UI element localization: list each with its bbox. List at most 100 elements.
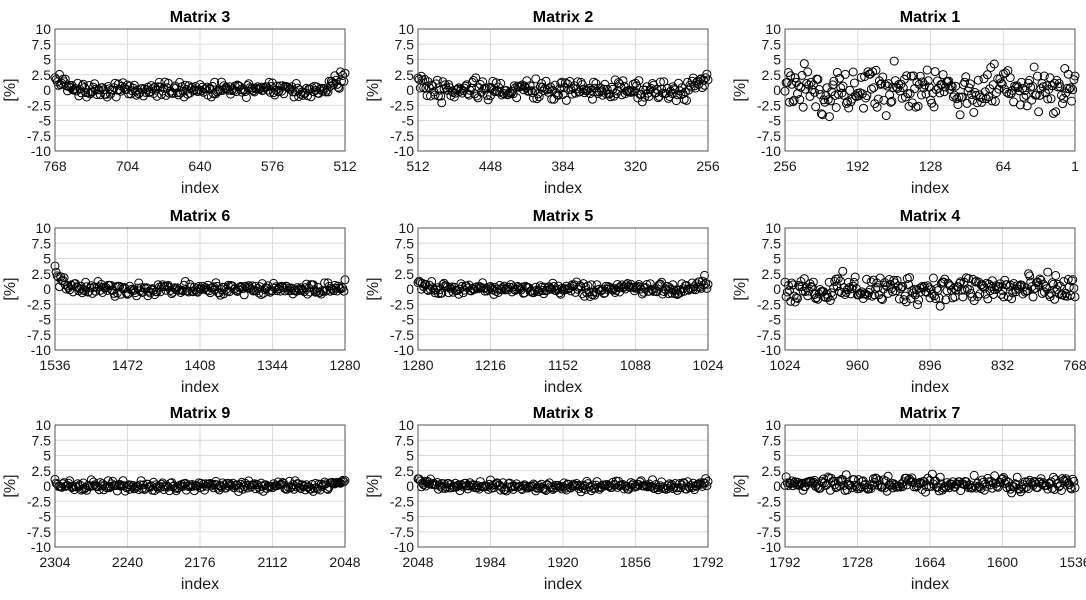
data-point <box>496 78 506 88</box>
data-point <box>241 93 251 102</box>
x-tick-label: 1792 <box>692 554 723 570</box>
data-point <box>862 91 872 101</box>
data-point <box>517 282 527 292</box>
data-point <box>851 91 860 101</box>
data-point <box>618 76 628 86</box>
data-point <box>1069 283 1079 293</box>
data-point <box>922 65 932 75</box>
y-tick-label: -10 <box>394 539 414 555</box>
data-point <box>512 93 522 103</box>
series-points <box>780 469 1080 498</box>
data-point <box>807 85 817 95</box>
data-point <box>641 480 651 490</box>
x-tick-label: 512 <box>406 158 430 174</box>
data-point <box>82 92 92 102</box>
x-tick-label: 320 <box>624 158 648 174</box>
data-point <box>1030 283 1040 293</box>
data-point <box>964 83 974 93</box>
x-tick-label: 1536 <box>1059 554 1086 570</box>
data-point <box>873 283 883 293</box>
y-tick-label: 7.5 <box>762 432 782 448</box>
data-point <box>608 285 618 295</box>
plot-frame <box>784 28 1076 152</box>
data-point <box>1048 108 1058 118</box>
y-tick-label: -10 <box>761 342 781 358</box>
data-point <box>701 73 711 83</box>
data-point <box>661 89 671 98</box>
data-point <box>975 289 985 299</box>
data-point <box>840 290 850 299</box>
data-point <box>989 59 999 69</box>
panel-title: Matrix 7 <box>900 405 961 422</box>
data-point <box>81 88 91 98</box>
data-point <box>935 472 945 482</box>
data-point <box>788 97 798 107</box>
series-points <box>50 67 350 102</box>
data-point <box>273 87 283 97</box>
data-point <box>1051 271 1061 280</box>
data-point <box>811 102 821 112</box>
x-tick-label: 1408 <box>184 357 215 373</box>
data-point <box>1008 85 1017 95</box>
x-tick-label: 1792 <box>769 554 800 570</box>
y-tick-label: -7.5 <box>757 524 781 540</box>
y-tick-label: 10 <box>765 220 781 236</box>
data-point <box>487 283 497 293</box>
data-point <box>701 474 711 484</box>
y-tick-label: -10 <box>394 342 414 358</box>
x-tick-label: 1728 <box>842 554 873 570</box>
data-point <box>600 481 610 491</box>
x-axis-label: index <box>181 576 219 593</box>
data-point <box>1064 84 1074 94</box>
y-tick-label: 10 <box>765 417 781 433</box>
x-tick-label: 768 <box>1063 357 1086 373</box>
data-point <box>831 103 841 112</box>
y-tick-label: -7.5 <box>27 327 51 343</box>
y-tick-label: -2.5 <box>27 97 51 113</box>
data-point <box>1068 474 1078 484</box>
x-tick-label: 1024 <box>692 357 723 373</box>
y-axis-label: [%] <box>2 78 19 101</box>
data-point <box>876 294 886 304</box>
data-point <box>902 71 912 81</box>
data-point <box>782 287 792 297</box>
data-point <box>983 294 993 304</box>
y-tick-label: 7.5 <box>32 36 52 52</box>
data-point <box>637 97 647 107</box>
series-points <box>413 270 713 301</box>
data-point <box>268 78 277 88</box>
y-axis-label: [%] <box>365 277 382 300</box>
data-point <box>180 277 190 286</box>
data-point <box>416 284 426 294</box>
data-point <box>1002 87 1012 97</box>
data-point <box>1039 71 1049 81</box>
data-point <box>877 79 887 89</box>
data-point <box>818 110 827 120</box>
data-point <box>83 88 93 98</box>
data-point <box>955 110 965 120</box>
data-point <box>248 286 258 296</box>
data-point <box>285 476 294 486</box>
data-point <box>797 282 807 291</box>
data-point <box>978 94 988 103</box>
y-tick-label: 2.5 <box>762 463 782 479</box>
data-point <box>91 286 101 296</box>
data-point <box>903 89 913 99</box>
data-point <box>800 287 810 296</box>
data-point <box>919 477 929 486</box>
data-point <box>542 85 552 95</box>
data-point <box>813 74 823 84</box>
y-tick-label: -7.5 <box>390 327 414 343</box>
data-point <box>952 94 962 104</box>
data-point <box>201 84 211 94</box>
y-tick-label: 0 <box>43 281 51 297</box>
data-point <box>60 74 70 84</box>
data-point <box>1021 90 1031 100</box>
data-point <box>308 87 318 97</box>
data-point <box>1027 95 1037 105</box>
data-point <box>1043 484 1053 494</box>
data-point <box>1043 267 1053 277</box>
data-point <box>1047 278 1057 288</box>
x-tick-label: 1920 <box>547 554 578 570</box>
data-point <box>794 81 804 91</box>
